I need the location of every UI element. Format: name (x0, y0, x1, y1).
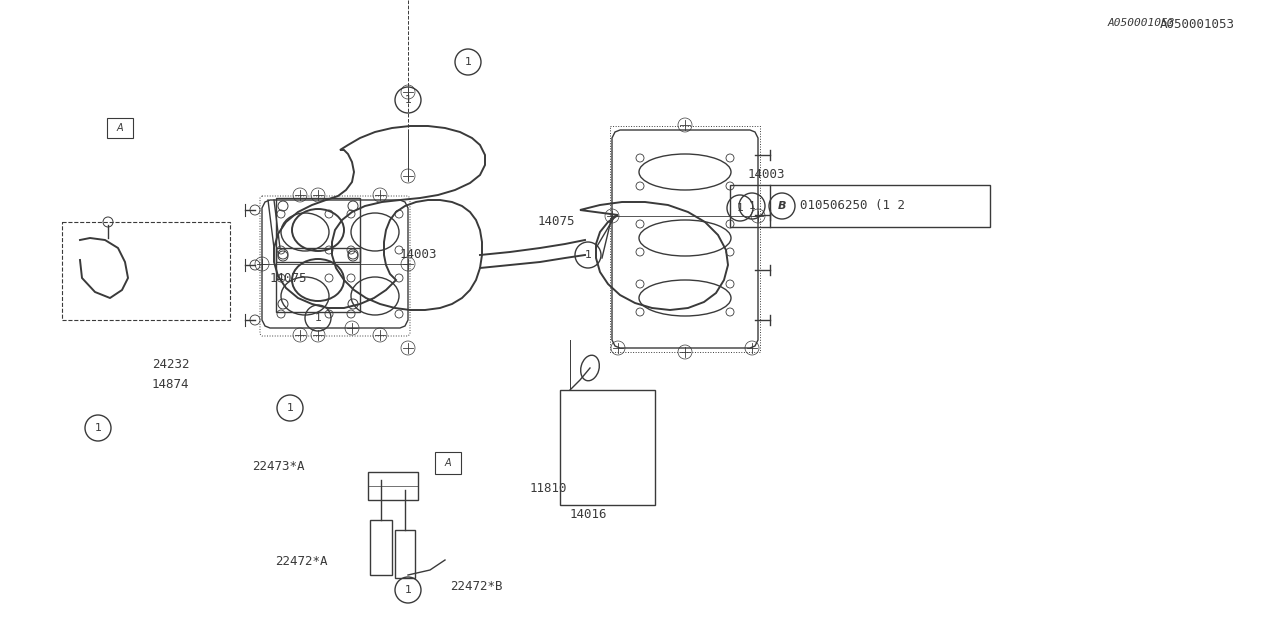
Text: 22473*A: 22473*A (252, 460, 305, 473)
Text: 24232: 24232 (152, 358, 189, 371)
Text: 1: 1 (95, 423, 101, 433)
Text: A: A (444, 458, 452, 468)
Text: 1: 1 (749, 201, 755, 211)
Text: 22472*A: 22472*A (275, 555, 328, 568)
Text: 14003: 14003 (399, 248, 438, 261)
Text: A050001053: A050001053 (1107, 18, 1175, 28)
Text: 11810: 11810 (530, 482, 567, 495)
Text: 22472*B: 22472*B (451, 580, 503, 593)
Text: 1: 1 (404, 585, 411, 595)
Text: 1: 1 (287, 403, 293, 413)
Text: A: A (116, 123, 123, 133)
Text: 1: 1 (465, 57, 471, 67)
Text: 010506250 (1 2: 010506250 (1 2 (800, 200, 905, 212)
Text: A050001053: A050001053 (1160, 18, 1235, 31)
Text: 1: 1 (736, 203, 744, 213)
Text: 1: 1 (404, 95, 411, 105)
Text: B: B (778, 201, 786, 211)
Text: 14016: 14016 (570, 508, 608, 521)
Text: 1: 1 (585, 250, 591, 260)
Text: 14003: 14003 (748, 168, 786, 181)
Text: 1: 1 (315, 313, 321, 323)
Text: 14075: 14075 (538, 215, 576, 228)
Text: 14874: 14874 (152, 378, 189, 391)
Text: 14075: 14075 (270, 272, 307, 285)
